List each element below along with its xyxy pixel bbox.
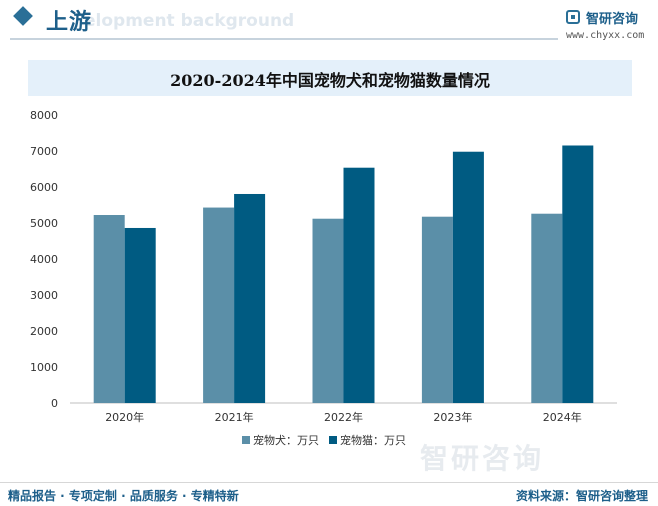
section-ghost-text: elopment background: [84, 11, 295, 31]
bar: [452, 151, 484, 403]
bar: [234, 193, 266, 403]
watermark-text: 智研咨询: [420, 442, 545, 475]
x-tick-label: 2024年: [543, 410, 582, 424]
y-tick-label: 5000: [30, 217, 58, 230]
y-tick-label: 6000: [30, 181, 58, 194]
bar: [124, 227, 156, 403]
bar: [562, 145, 594, 403]
y-tick-label: 0: [51, 397, 58, 410]
x-tick-label: 2023年: [433, 410, 472, 424]
chart-title-bar: 2020-2024年中国宠物犬和宠物猫数量情况: [28, 60, 632, 96]
page-footer: 精品报告 · 专项定制 · 品质服务 · 专精特新 资料来源：智研咨询整理: [0, 482, 658, 506]
y-tick-label: 2000: [30, 325, 58, 338]
y-tick-label: 7000: [30, 145, 58, 158]
legend-label: 宠物犬：万只: [253, 433, 319, 447]
legend-label: 宠物猫：万只: [340, 433, 406, 447]
brand-url: www.chyxx.com: [566, 30, 645, 41]
legend-swatch: [329, 436, 337, 444]
bar: [343, 167, 375, 403]
x-tick-label: 2020年: [105, 410, 144, 424]
y-tick-label: 3000: [30, 289, 58, 302]
header-divider: [10, 38, 558, 40]
bar: [203, 207, 235, 403]
brand-logo-icon: [566, 10, 580, 24]
chart-title: 2020-2024年中国宠物犬和宠物猫数量情况: [170, 71, 490, 90]
page-header: elopment background 上游 智研咨询 www.chyxx.co…: [0, 0, 658, 41]
bar: [312, 218, 344, 403]
brand-logo: 智研咨询 www.chyxx.com: [566, 8, 654, 44]
y-tick-label: 8000: [30, 109, 58, 122]
section-title: 上游: [46, 10, 93, 35]
y-tick-label: 4000: [30, 253, 58, 266]
x-tick-label: 2021年: [215, 410, 254, 424]
brand-name: 智研咨询: [586, 12, 639, 27]
footer-services: 精品报告 · 专项定制 · 品质服务 · 专精特新: [8, 489, 239, 503]
bar: [531, 213, 563, 403]
y-tick-label: 1000: [30, 361, 58, 374]
bar: [93, 215, 125, 403]
x-tick-label: 2022年: [324, 410, 363, 424]
bar: [421, 216, 453, 403]
footer-source: 资料来源：智研咨询整理: [515, 489, 648, 503]
legend-swatch: [242, 436, 250, 444]
